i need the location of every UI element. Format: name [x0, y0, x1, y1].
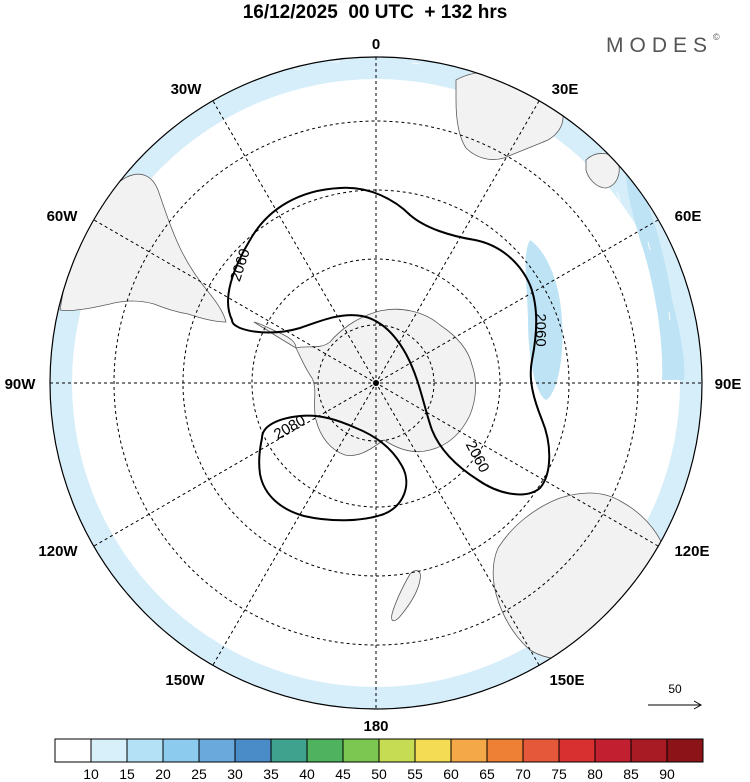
colorbar-box — [486, 738, 524, 763]
map-boundary — [49, 56, 703, 710]
land-new-zealand — [391, 570, 421, 622]
colorbar-boxes — [54, 738, 704, 763]
colorbar-box — [450, 738, 488, 763]
colorbar-tick-label: 60 — [443, 766, 459, 782]
contour-label-2060-east: 2060 — [532, 313, 549, 346]
colorbar-tick-label: 10 — [83, 766, 99, 782]
land-antarctica — [295, 308, 476, 456]
contour-2060 — [227, 186, 551, 496]
land-madagascar — [585, 153, 620, 189]
colorbar-box — [54, 738, 92, 763]
colorbar-box — [342, 738, 380, 763]
wind-vector — [411, 62, 421, 65]
wind-shading-indian — [626, 160, 685, 380]
colorbar-labels: 10 15 20 25 30 35 40 45 50 55 60 65 70 75 80 85 90 — [83, 766, 675, 782]
map-title: 16/12/2025 00 UTC + 132 hrs — [242, 2, 508, 23]
lon-label-60e: 60E — [675, 208, 702, 225]
contour-2080 — [258, 414, 408, 522]
colorbar-tick-label: 70 — [515, 766, 531, 782]
colorbar-box — [198, 738, 236, 763]
colorbar-box — [126, 738, 164, 763]
colorbar-box — [306, 738, 344, 763]
colorbar-box — [594, 738, 632, 763]
wind-reference-label: 50 — [668, 682, 682, 696]
lon-label-0: 0 — [372, 36, 380, 53]
colorbar-box — [378, 738, 416, 763]
colorbar-box — [630, 738, 668, 763]
colorbar-tick-label: 30 — [227, 766, 243, 782]
colorbar-tick-label: 15 — [119, 766, 135, 782]
colorbar-box — [558, 738, 596, 763]
colorbar-tick-label: 85 — [623, 766, 639, 782]
colorbar-box — [270, 738, 308, 763]
lon-label-120e: 120E — [674, 543, 709, 560]
colorbar-box — [522, 738, 560, 763]
colorbar-tick-label: 65 — [479, 766, 495, 782]
colorbar-tick-label: 75 — [551, 766, 567, 782]
colorbar-tick-label: 35 — [263, 766, 279, 782]
colorbar-box — [90, 738, 128, 763]
lon-label-120w: 120W — [38, 543, 78, 560]
lon-label-30e: 30E — [552, 81, 579, 98]
lon-label-90w: 90W — [5, 376, 37, 393]
arrow-right-icon — [648, 700, 703, 710]
wind-vector — [291, 67, 301, 71]
colorbar-box — [162, 738, 200, 763]
colorbar-tick-label: 90 — [659, 766, 675, 782]
colorbar-box — [414, 738, 452, 763]
lon-label-60w: 60W — [47, 208, 79, 225]
wind-vector — [616, 191, 621, 201]
modes-logo: MODES© — [606, 32, 720, 58]
colorbar-tick-label: 55 — [407, 766, 423, 782]
geopotential-contours — [227, 186, 551, 522]
wind-vector — [668, 311, 671, 321]
lon-label-30w: 30W — [171, 81, 203, 98]
colorbar-box — [666, 738, 704, 763]
colorbar-box — [234, 738, 272, 763]
lon-label-90e: 90E — [715, 376, 742, 393]
lon-label-150w: 150W — [165, 672, 205, 689]
colorbar-tick-label: 40 — [299, 766, 315, 782]
colorbar-tick-label: 50 — [371, 766, 387, 782]
south-pole-marker — [373, 380, 379, 386]
colorbar-tick-label: 20 — [155, 766, 171, 782]
colorbar-tick-label: 25 — [191, 766, 207, 782]
wind-vector — [647, 241, 651, 251]
lon-label-180: 180 — [363, 718, 388, 735]
lon-label-150e: 150E — [549, 672, 584, 689]
brand-mark: © — [713, 32, 720, 42]
colorbar-tick-label: 80 — [587, 766, 603, 782]
brand-name: MODES — [606, 34, 714, 57]
colorbar-tick-label: 45 — [335, 766, 351, 782]
